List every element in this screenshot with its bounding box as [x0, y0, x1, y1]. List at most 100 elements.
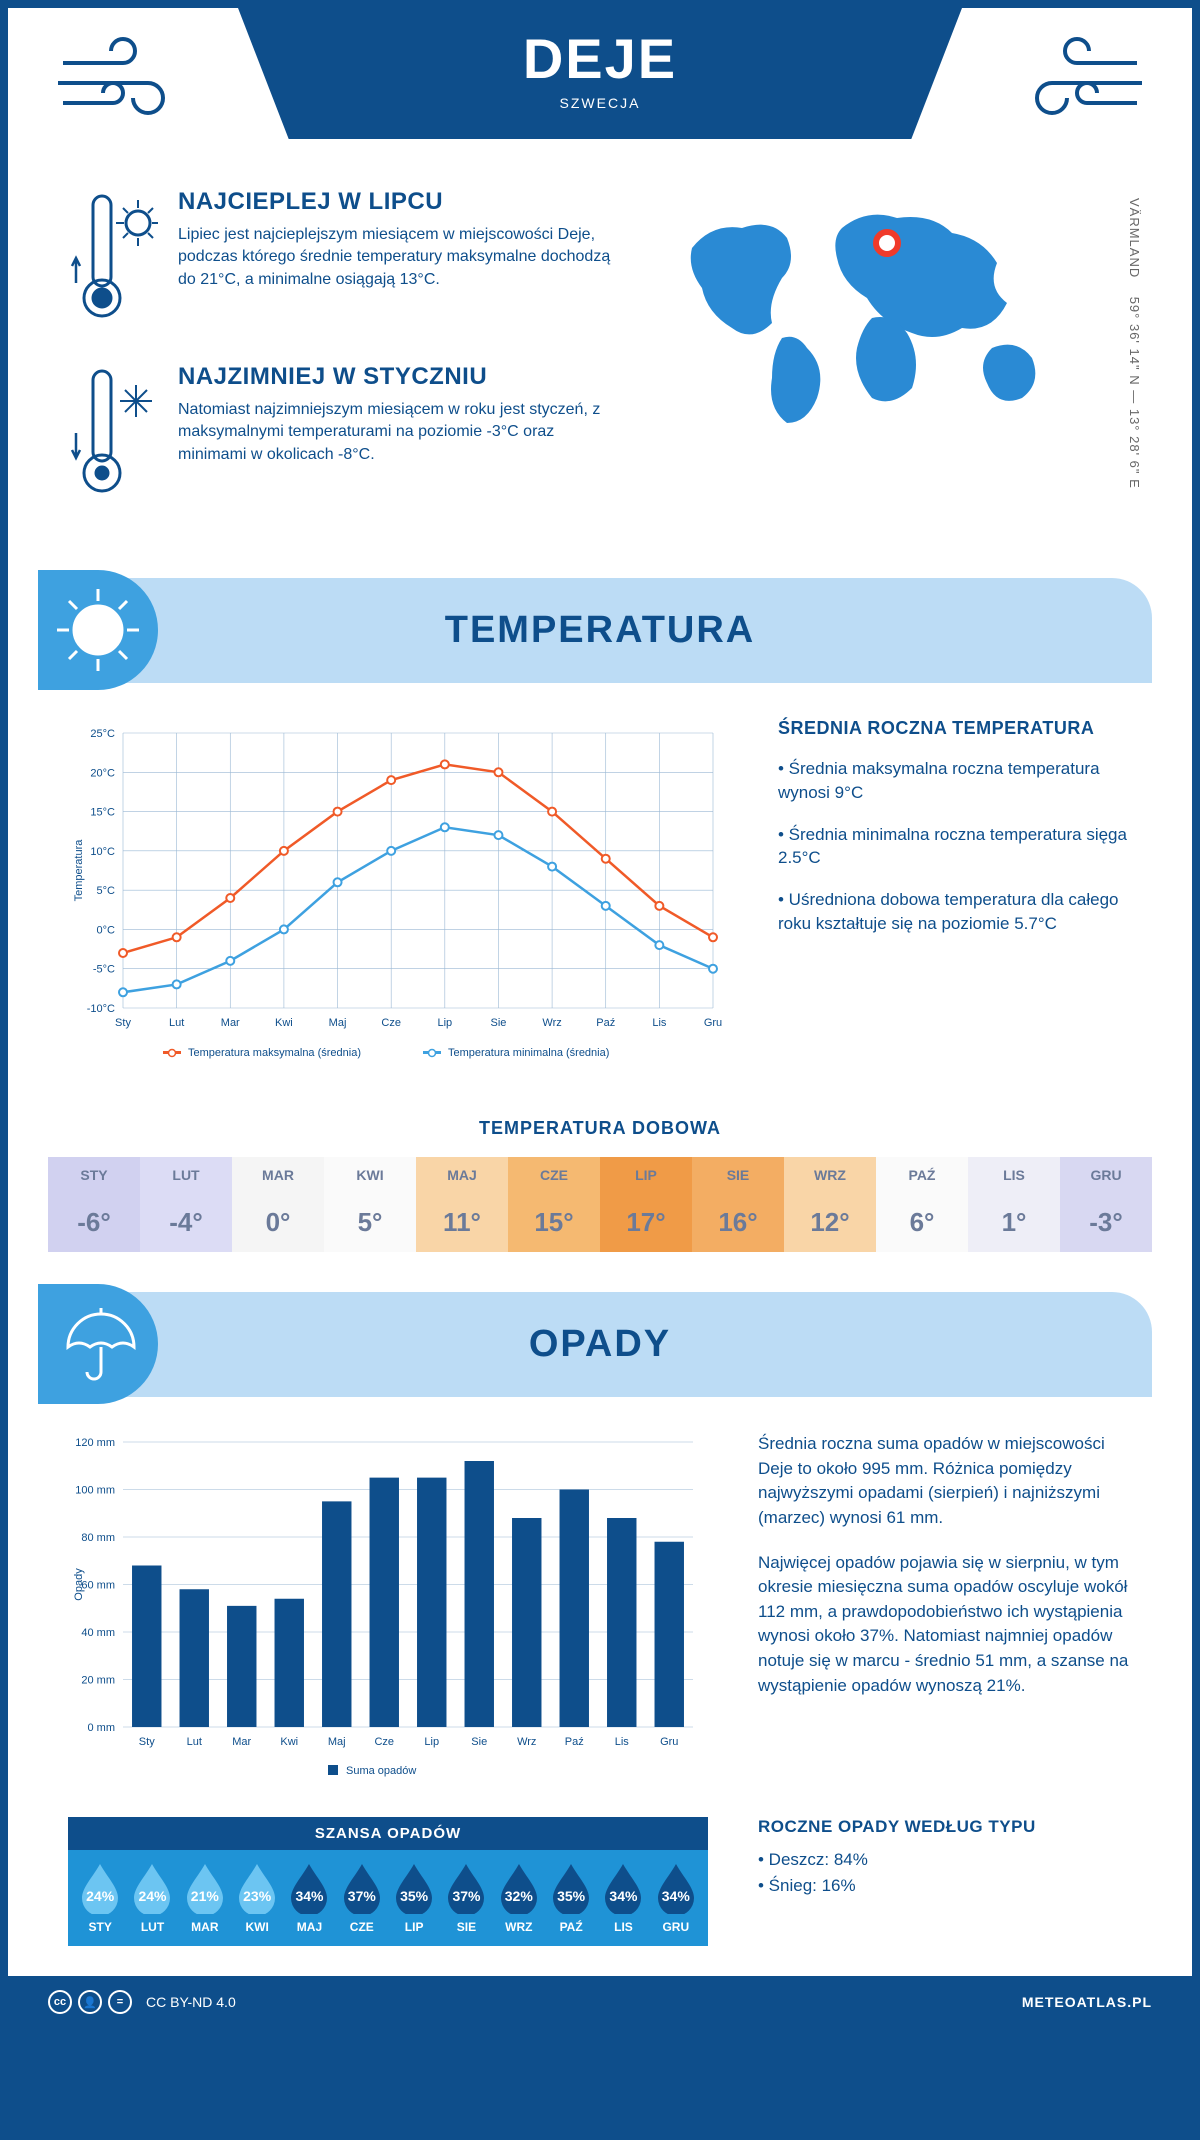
thermometer-cold-icon — [68, 363, 158, 508]
temp-side-title: ŚREDNIA ROCZNA TEMPERATURA — [778, 718, 1132, 739]
daily-temp-cell: LIS1° — [968, 1157, 1060, 1252]
svg-text:Maj: Maj — [328, 1736, 346, 1748]
svg-text:0°C: 0°C — [97, 924, 116, 936]
chance-cell: 32%WRZ — [493, 1860, 545, 1934]
svg-text:-5°C: -5°C — [93, 964, 115, 976]
precip-banner: OPADY — [48, 1292, 1152, 1397]
daily-temp-cell: MAR0° — [232, 1157, 324, 1252]
svg-text:80 mm: 80 mm — [81, 1532, 115, 1544]
temperature-section: -10°C-5°C0°C5°C10°C15°C20°C25°CStyLutMar… — [8, 683, 1192, 1118]
precip-section: 0 mm20 mm40 mm60 mm80 mm100 mm120 mmStyL… — [8, 1397, 1192, 1817]
svg-text:Temperatura maksymalna (średni: Temperatura maksymalna (średnia) — [188, 1047, 361, 1059]
sun-icon — [38, 570, 158, 690]
svg-text:15°C: 15°C — [90, 807, 115, 819]
world-map-icon — [662, 188, 1082, 438]
daily-temp-cell: LIP17° — [600, 1157, 692, 1252]
temp-bullet-2: • Uśredniona dobowa temperatura dla całe… — [778, 888, 1132, 936]
svg-text:Sty: Sty — [139, 1736, 155, 1748]
cc-icon: cc — [48, 1990, 72, 2014]
svg-text:-10°C: -10°C — [87, 1003, 115, 1015]
precip-text-2: Najwięcej opadów pojawia się w sierpniu,… — [758, 1551, 1132, 1699]
chance-cell: 23%KWI — [231, 1860, 283, 1934]
header: DEJE SZWECJA — [8, 8, 1192, 158]
svg-text:Lip: Lip — [437, 1017, 452, 1029]
svg-text:Cze: Cze — [374, 1736, 394, 1748]
location-panel: VÄRMLAND 59° 36' 14" N — 13° 28' 6" E — [662, 188, 1132, 538]
svg-text:Temperatura minimalna (średnia: Temperatura minimalna (średnia) — [448, 1047, 609, 1059]
svg-text:Mar: Mar — [232, 1736, 251, 1748]
chance-cell: 24%STY — [74, 1860, 126, 1934]
daily-temp-cell: STY-6° — [48, 1157, 140, 1252]
svg-text:Opady: Opady — [73, 1568, 85, 1601]
daily-temperature: TEMPERATURA DOBOWA STY-6°LUT-4°MAR0°KWI5… — [8, 1118, 1192, 1292]
svg-text:10°C: 10°C — [90, 846, 115, 858]
by-icon: 👤 — [78, 1990, 102, 2014]
type-rain: • Deszcz: 84% — [758, 1847, 1132, 1873]
daily-temp-cell: MAJ11° — [416, 1157, 508, 1252]
thermometer-hot-icon — [68, 188, 158, 333]
temperature-banner: TEMPERATURA — [48, 578, 1152, 683]
chance-box: SZANSA OPADÓW 24%STY24%LUT21%MAR23%KWI34… — [68, 1817, 708, 1946]
svg-text:Lut: Lut — [169, 1017, 184, 1029]
svg-text:Temperatura: Temperatura — [73, 839, 85, 902]
country-name: SZWECJA — [238, 95, 962, 111]
svg-text:20°C: 20°C — [90, 767, 115, 779]
hottest-text: Lipiec jest najcieplejszym miesiącem w m… — [178, 224, 622, 291]
chance-cell: 34%MAJ — [283, 1860, 335, 1934]
svg-text:Paź: Paź — [565, 1736, 584, 1748]
type-snow: • Śnieg: 16% — [758, 1873, 1132, 1899]
coldest-block: NAJZIMNIEJ W STYCZNIU Natomiast najzimni… — [68, 363, 622, 508]
daily-temp-cell: CZE15° — [508, 1157, 600, 1252]
umbrella-icon — [38, 1284, 158, 1404]
chance-section: SZANSA OPADÓW 24%STY24%LUT21%MAR23%KWI34… — [8, 1817, 1192, 1976]
svg-text:Kwi: Kwi — [275, 1017, 293, 1029]
hottest-block: NAJCIEPLEJ W LIPCU Lipiec jest najcieple… — [68, 188, 622, 333]
daily-temp-cell: GRU-3° — [1060, 1157, 1152, 1252]
svg-text:Mar: Mar — [221, 1017, 240, 1029]
daily-temp-title: TEMPERATURA DOBOWA — [48, 1118, 1152, 1139]
svg-text:60 mm: 60 mm — [81, 1580, 115, 1592]
svg-text:Sty: Sty — [115, 1017, 131, 1029]
wind-icon-right — [962, 8, 1192, 153]
chance-cell: 34%GRU — [650, 1860, 702, 1934]
chance-title: SZANSA OPADÓW — [68, 1817, 708, 1850]
license-text: CC BY-ND 4.0 — [146, 1994, 236, 2010]
temp-bullet-1: • Średnia minimalna roczna temperatura s… — [778, 823, 1132, 871]
temp-bullet-0: • Średnia maksymalna roczna temperatura … — [778, 757, 1132, 805]
chance-cell: 37%SIE — [440, 1860, 492, 1934]
svg-text:Paź: Paź — [596, 1017, 615, 1029]
daily-temp-row: STY-6°LUT-4°MAR0°KWI5°MAJ11°CZE15°LIP17°… — [48, 1157, 1152, 1252]
daily-temp-cell: WRZ12° — [784, 1157, 876, 1252]
svg-text:Sie: Sie — [471, 1736, 487, 1748]
intro-section: NAJCIEPLEJ W LIPCU Lipiec jest najcieple… — [8, 158, 1192, 578]
coldest-text: Natomiast najzimniejszym miesiącem w rok… — [178, 399, 622, 466]
footer: cc 👤 = CC BY-ND 4.0 METEOATLAS.PL — [8, 1976, 1192, 2028]
daily-temp-cell: PAŹ6° — [876, 1157, 968, 1252]
svg-text:Gru: Gru — [704, 1017, 722, 1029]
precip-chart: 0 mm20 mm40 mm60 mm80 mm100 mm120 mmStyL… — [68, 1432, 708, 1797]
svg-text:Lis: Lis — [615, 1736, 630, 1748]
city-name: DEJE — [238, 26, 962, 91]
license-badge: cc 👤 = CC BY-ND 4.0 — [48, 1990, 236, 2014]
svg-text:40 mm: 40 mm — [81, 1627, 115, 1639]
daily-temp-cell: SIE16° — [692, 1157, 784, 1252]
temperature-chart: -10°C-5°C0°C5°C10°C15°C20°C25°CStyLutMar… — [68, 718, 728, 1083]
chance-row: 24%STY24%LUT21%MAR23%KWI34%MAJ37%CZE35%L… — [68, 1850, 708, 1934]
chance-cell: 21%MAR — [179, 1860, 231, 1934]
svg-text:Wrz: Wrz — [517, 1736, 536, 1748]
svg-text:Cze: Cze — [381, 1017, 401, 1029]
svg-text:Lis: Lis — [652, 1017, 667, 1029]
title-tab: DEJE SZWECJA — [238, 8, 962, 139]
svg-text:Gru: Gru — [660, 1736, 678, 1748]
svg-text:Suma opadów: Suma opadów — [346, 1765, 416, 1777]
svg-text:Lut: Lut — [187, 1736, 202, 1748]
coldest-title: NAJZIMNIEJ W STYCZNIU — [178, 363, 622, 391]
svg-text:100 mm: 100 mm — [75, 1485, 115, 1497]
svg-text:120 mm: 120 mm — [75, 1437, 115, 1449]
chance-cell: 24%LUT — [126, 1860, 178, 1934]
wind-icon-left — [8, 8, 238, 153]
chance-cell: 35%LIP — [388, 1860, 440, 1934]
svg-text:Wrz: Wrz — [542, 1017, 561, 1029]
type-title: ROCZNE OPADY WEDŁUG TYPU — [758, 1817, 1132, 1837]
precip-type-box: ROCZNE OPADY WEDŁUG TYPU • Deszcz: 84% •… — [758, 1817, 1132, 1946]
